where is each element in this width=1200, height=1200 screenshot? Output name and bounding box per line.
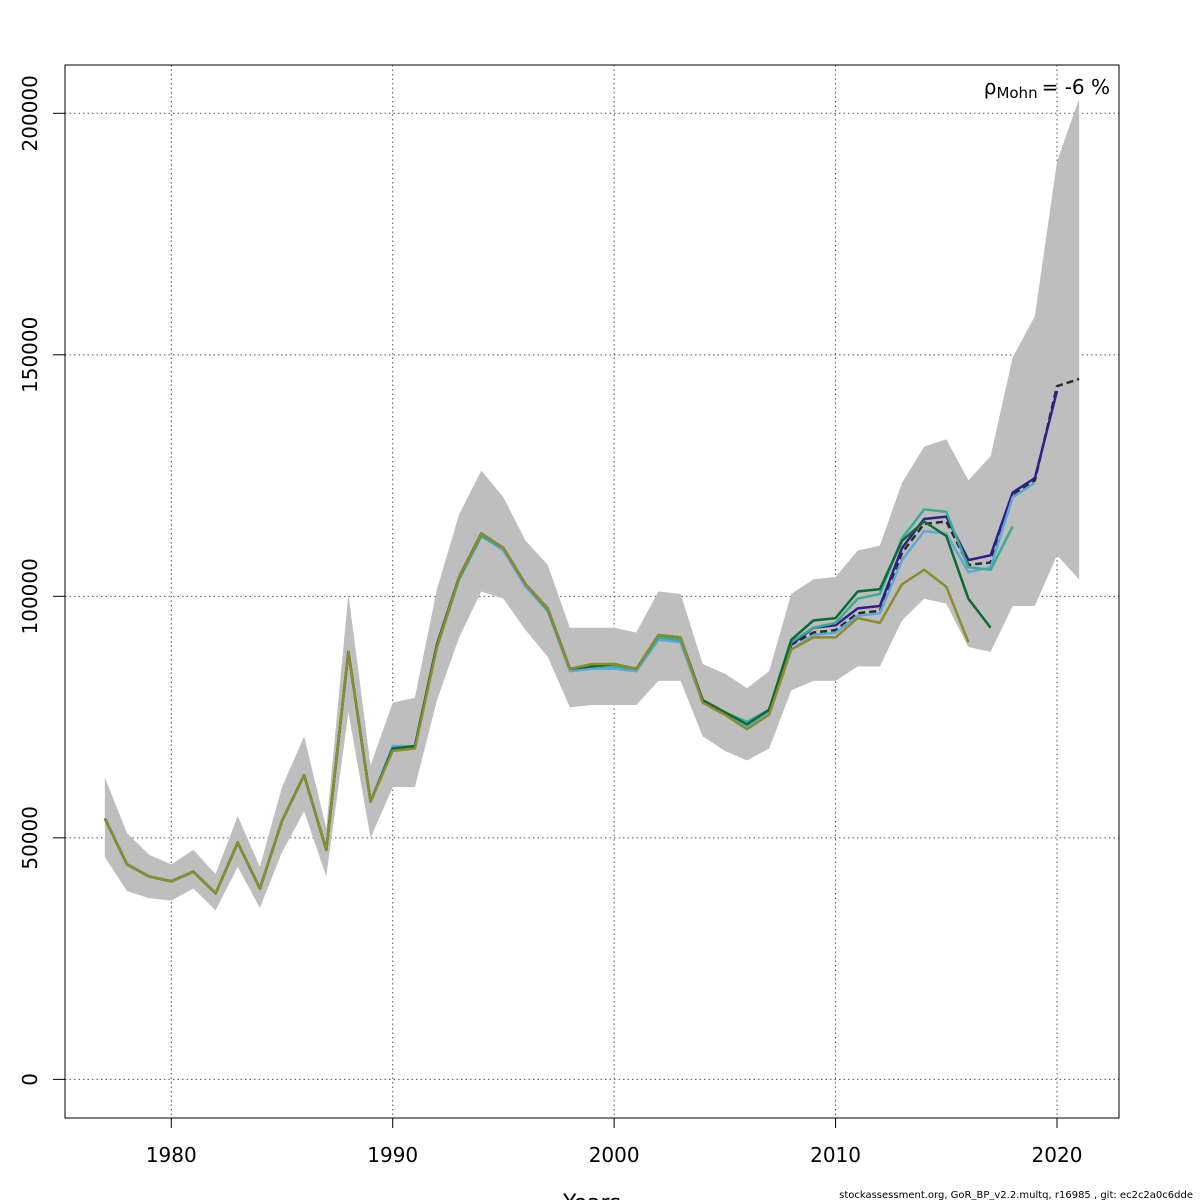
rho-subscript: Mohn <box>996 84 1037 102</box>
y-tick-label: 150000 <box>18 317 42 393</box>
x-axis-title: Years <box>562 1191 621 1200</box>
x-tick-label: 2020 <box>1032 1143 1083 1167</box>
x-tick-label: 2010 <box>810 1143 861 1167</box>
axis-ticks: 1980 1990 2000 2010 2020 0 50000 100000 150000 20… <box>18 75 1082 1167</box>
retro-series-line-5 <box>103 532 970 895</box>
x-tick-label: 2000 <box>589 1143 640 1167</box>
footer-credit: stockassessment.org, GoR_BP_v2.2.multq, … <box>839 1190 1193 1200</box>
y-tick-label: 100000 <box>18 558 42 634</box>
confidence-band-layer <box>104 98 1080 911</box>
series-layer <box>103 377 1080 895</box>
y-tick-label: 200000 <box>18 75 42 151</box>
rho-value: = -6 % <box>1042 75 1110 99</box>
mohn-rho-annotation: ρMohn = -6 % <box>984 75 1110 102</box>
x-tick-label: 1980 <box>146 1143 197 1167</box>
rho-symbol: ρ <box>984 75 997 99</box>
y-tick-label: 0 <box>18 1073 42 1086</box>
confidence-band <box>104 98 1080 911</box>
y-tick-label: 50000 <box>18 806 42 870</box>
x-tick-label: 1990 <box>367 1143 418 1167</box>
plot-frame <box>64 64 1120 1119</box>
